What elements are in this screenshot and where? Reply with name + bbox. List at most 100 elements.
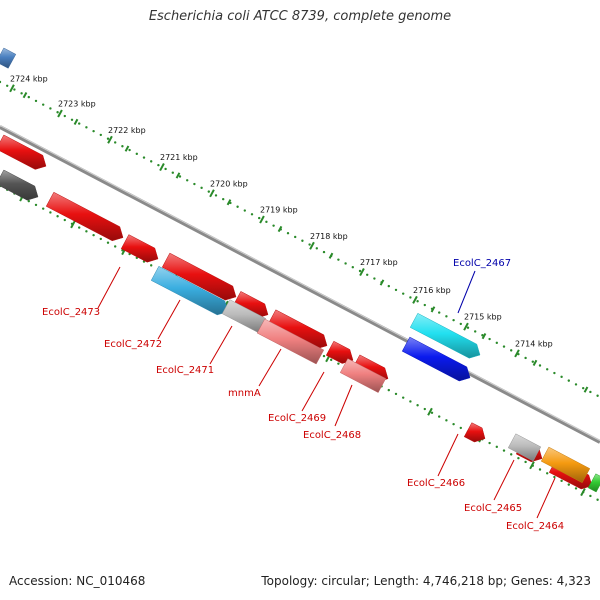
scale-dot: [445, 315, 448, 318]
inner-scale-dot: [553, 475, 556, 479]
minor-scale-tick: [22, 92, 28, 99]
gene-feature: [0, 134, 47, 170]
inner-scale-dot: [510, 453, 513, 456]
scale-dot: [70, 118, 74, 122]
gene-label: EcolC_2466: [407, 478, 465, 489]
scale-dot: [387, 284, 390, 288]
scale-dot: [438, 311, 441, 314]
inner-scale-dot: [409, 400, 412, 403]
gene-feature: [0, 47, 17, 69]
scale-dot: [193, 182, 196, 186]
gene-feature: [401, 336, 471, 382]
inner-scale-dot: [502, 449, 506, 452]
inner-scale-dot: [430, 411, 434, 414]
gene-feature: [161, 252, 237, 301]
gene-feature: [45, 191, 124, 242]
gene-label-leader: [258, 348, 282, 387]
gene-label-leader: [334, 384, 353, 427]
scale-dot: [258, 216, 261, 220]
scale-tick-label: 2723 kbp: [58, 100, 96, 109]
inner-scale-dot: [495, 445, 498, 449]
scale-dot: [186, 179, 189, 182]
minor-scale-tick: [379, 279, 385, 286]
minor-scale-tick: [481, 332, 487, 340]
inner-scale-tick: [427, 407, 433, 416]
scale-tick-label: 2716 kbp: [413, 286, 451, 295]
scale-dot: [272, 224, 275, 227]
inner-scale-dot: [394, 392, 398, 396]
inner-scale-tick: [529, 461, 535, 470]
scale-tick-label: 2722 kbp: [108, 126, 146, 135]
inner-scale-dot: [488, 441, 491, 445]
gene-features: [0, 47, 600, 493]
gene-label-leader: [536, 477, 556, 519]
minor-scale-tick: [73, 118, 79, 126]
scale-dot: [42, 103, 45, 106]
inner-scale-dot: [445, 419, 448, 422]
scale-dot: [243, 209, 246, 212]
gene-label-leader: [157, 299, 181, 340]
scale-dot: [63, 114, 66, 118]
inner-scale-dot: [524, 460, 527, 464]
scale-tick: [9, 84, 15, 93]
scale-dot: [423, 303, 426, 307]
minor-scale-tick: [175, 172, 181, 179]
gene-label-leader: [301, 371, 325, 412]
inner-scale-dot: [330, 358, 333, 362]
gene-feature-EcolC_2465: [507, 433, 542, 462]
scale-dot: [459, 322, 462, 326]
gene-label: EcolC_2469: [268, 413, 326, 424]
inner-scale-dot: [63, 218, 66, 222]
inner-scale-dot: [560, 479, 563, 483]
inner-scale-dot: [49, 211, 52, 214]
accession-text: Accession: NC_010468: [9, 574, 146, 588]
minor-scale-tick: [532, 359, 538, 366]
inner-scale-dot: [92, 233, 95, 237]
gene-label-leader: [97, 266, 121, 309]
inner-scale-dot: [85, 230, 88, 233]
minor-scale-tick: [328, 252, 334, 259]
inner-scale-dot: [99, 237, 103, 241]
scale-dot: [0, 80, 2, 84]
scale-dot: [366, 273, 369, 276]
scale-dot: [322, 250, 326, 254]
gene-label: EcolC_2468: [303, 430, 361, 441]
scale-dot: [567, 379, 570, 382]
map-title: Escherichia coli ATCC 8739, complete gen…: [148, 9, 452, 24]
gene-feature: [587, 473, 600, 493]
scale-dot: [560, 375, 563, 379]
scale-dot: [236, 205, 239, 208]
minor-scale-tick: [277, 225, 283, 233]
scale-ruler: 2724 kbp 2723 kbp 2722 kbp 2721 kbp 2720 kbp…: [0, 74, 599, 501]
scale-dot: [416, 300, 419, 303]
gene-label-leader: [209, 325, 233, 365]
scale-dot: [574, 383, 578, 386]
scale-dot: [337, 258, 340, 261]
scale-dot: [78, 122, 81, 125]
inner-scale-dot: [402, 396, 405, 399]
inner-scale-dot: [438, 415, 441, 418]
inner-scale-dot: [452, 422, 455, 426]
inner-scale-dot: [106, 241, 110, 244]
scale-dot: [308, 243, 311, 246]
scale-tick-label: 2717 kbp: [360, 258, 398, 267]
inner-scale-dot: [459, 426, 462, 430]
scale-dot: [488, 337, 491, 341]
gene-label: mnmA: [228, 388, 261, 399]
inner-scale-tick: [70, 220, 76, 229]
gene-label: EcolC_2471: [156, 365, 214, 376]
scale-dot: [20, 92, 23, 95]
scale-dot: [510, 349, 513, 352]
gene-feature-EcolC_2467: [409, 312, 481, 359]
scale-dot: [402, 292, 405, 295]
inner-scale-dot: [567, 483, 570, 486]
scale-dot: [596, 394, 599, 397]
scale-dot: [265, 220, 268, 224]
scale-dot: [474, 330, 477, 333]
minor-scale-tick: [124, 145, 130, 152]
gene-labels: EcolC_2473 EcolC_2472 EcolC_2471 mnmA EcolC_…: [42, 258, 564, 532]
scale-dot: [466, 326, 470, 329]
scale-dot: [171, 171, 174, 174]
gene-label-leader: [457, 270, 476, 314]
inner-scale-dot: [114, 245, 117, 248]
